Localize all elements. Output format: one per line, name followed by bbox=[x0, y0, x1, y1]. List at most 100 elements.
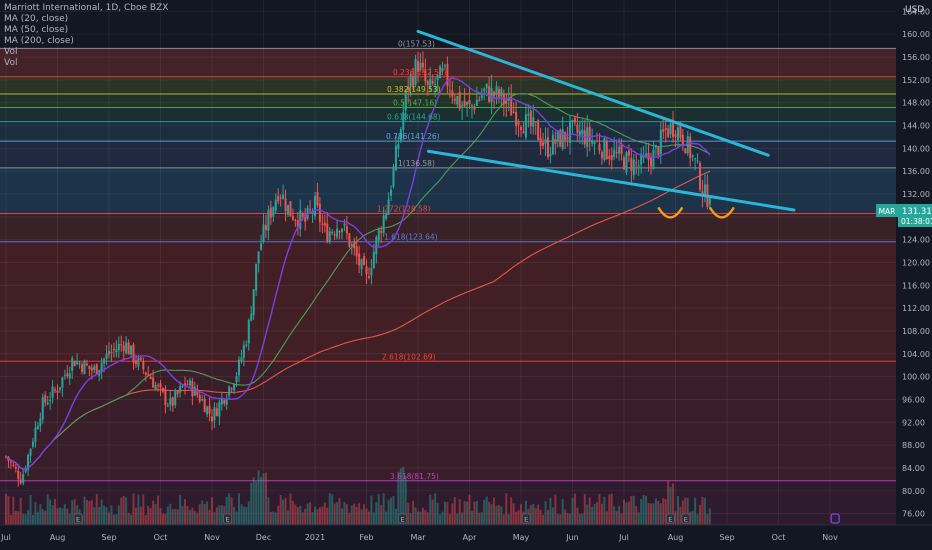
fib-label-1.272: 1.272(128.58) bbox=[377, 205, 431, 214]
volume-bar bbox=[154, 503, 157, 525]
candle-body bbox=[576, 124, 579, 133]
volume-bar bbox=[326, 507, 329, 525]
candle-body bbox=[125, 342, 128, 353]
currency-label[interactable]: USD bbox=[905, 5, 925, 15]
candle-body bbox=[331, 231, 334, 234]
time-axis-panel[interactable] bbox=[0, 525, 932, 550]
candle-body bbox=[328, 231, 331, 243]
indicator-vol-1[interactable]: Vol bbox=[4, 47, 18, 57]
volume-bar bbox=[598, 493, 601, 525]
volume-bar bbox=[174, 509, 177, 525]
candle-body bbox=[22, 474, 25, 484]
volume-bar bbox=[529, 505, 532, 525]
volume-bar bbox=[429, 494, 432, 525]
earnings-marker-letter: E bbox=[76, 516, 80, 524]
candle-body bbox=[348, 233, 351, 247]
candle-body bbox=[17, 470, 20, 480]
volume-bar bbox=[593, 504, 596, 525]
price-axis[interactable]: 76.00 80.00 84.00 88.00 92.00 96.00 100.00 104.… bbox=[902, 7, 930, 518]
volume-bar bbox=[466, 501, 469, 525]
upper-trendline bbox=[416, 29, 770, 157]
candle-body bbox=[657, 147, 660, 156]
volume-bar bbox=[517, 510, 520, 525]
indicator-vol-2[interactable]: Vol bbox=[4, 58, 18, 68]
candle-body bbox=[598, 144, 601, 151]
candle-body bbox=[561, 129, 564, 149]
candle-body bbox=[623, 157, 625, 170]
volume-bar bbox=[257, 470, 260, 525]
volume-bar bbox=[338, 498, 341, 525]
candle-body bbox=[350, 244, 353, 246]
candle-body bbox=[71, 358, 74, 372]
symbol-title[interactable]: Marriott International, 1D, Cboe BZX bbox=[4, 3, 169, 13]
candle-body bbox=[419, 62, 422, 70]
volume-bar bbox=[218, 505, 221, 525]
candle-body bbox=[520, 127, 522, 131]
volume-bar bbox=[27, 510, 30, 525]
candle-body bbox=[230, 388, 233, 390]
volume-bar bbox=[360, 509, 363, 525]
volume-bar bbox=[446, 502, 449, 525]
indicator-ma200[interactable]: MA (200, close) bbox=[4, 36, 74, 46]
candle-body bbox=[181, 385, 184, 387]
volume-bar bbox=[46, 494, 49, 525]
time-axis[interactable]: Jul Aug Sep Oct Nov Dec 2021 Feb Mar Apr May Jun Jul… bbox=[0, 533, 838, 542]
volume-bar bbox=[569, 513, 572, 525]
indicator-ma50[interactable]: MA (50, close) bbox=[4, 25, 69, 35]
candle-body bbox=[314, 195, 316, 216]
volume-bar bbox=[635, 505, 638, 525]
volume-bar bbox=[532, 503, 535, 525]
indicator-ma20[interactable]: MA (20, close) bbox=[4, 14, 69, 24]
volume-bar bbox=[120, 497, 123, 525]
fibonacci-retracement[interactable] bbox=[0, 47, 896, 525]
candle-body bbox=[412, 76, 415, 86]
volume-bar bbox=[591, 507, 594, 525]
candle-body bbox=[500, 88, 503, 97]
support-arcs[interactable] bbox=[657, 206, 735, 219]
candle-body bbox=[694, 158, 697, 160]
trendlines[interactable] bbox=[416, 29, 796, 212]
volume-bar bbox=[161, 513, 164, 525]
volume-bar bbox=[600, 503, 603, 525]
volume-bar bbox=[95, 493, 98, 525]
candle-body bbox=[110, 352, 113, 354]
volume-bar bbox=[377, 493, 380, 525]
candle-body bbox=[554, 139, 557, 144]
volume-bar bbox=[193, 510, 196, 525]
price-axis-panel[interactable] bbox=[896, 0, 932, 525]
candle-body bbox=[632, 159, 635, 176]
candle-body bbox=[122, 345, 125, 351]
fib-band-2.618 bbox=[0, 361, 896, 481]
volume-bar bbox=[215, 507, 218, 525]
candle-body bbox=[468, 99, 471, 105]
volume-bar bbox=[571, 497, 574, 525]
volume-bar bbox=[127, 513, 130, 525]
volume-bar bbox=[676, 495, 679, 525]
candle-body bbox=[237, 359, 240, 376]
candle-body bbox=[198, 395, 201, 402]
candle-body bbox=[264, 225, 267, 230]
volume-bar bbox=[171, 509, 174, 525]
volume-bar bbox=[684, 497, 687, 525]
candle-body bbox=[569, 121, 572, 143]
time-tick-label: Apr bbox=[463, 533, 478, 542]
volume-bar bbox=[68, 513, 71, 525]
candle-body bbox=[510, 97, 513, 116]
volume-bar bbox=[417, 511, 419, 525]
earnings-marker-letter: E bbox=[524, 516, 528, 524]
candle-body bbox=[279, 197, 282, 199]
fibonacci-labels: 0(157.53) 0.236(152.55) 0.382(149.53) 0.5(1… bbox=[377, 39, 447, 480]
candle-body bbox=[483, 88, 486, 92]
candle-body bbox=[642, 155, 645, 158]
volume-bar bbox=[618, 505, 621, 525]
candle-body bbox=[581, 129, 584, 135]
volume-bar bbox=[534, 508, 537, 525]
candle-body bbox=[345, 226, 348, 234]
volume-bar bbox=[274, 512, 277, 525]
candle-body bbox=[367, 276, 370, 278]
candle-body bbox=[424, 70, 427, 82]
candle-body bbox=[544, 139, 547, 144]
volume-bar bbox=[85, 499, 88, 525]
